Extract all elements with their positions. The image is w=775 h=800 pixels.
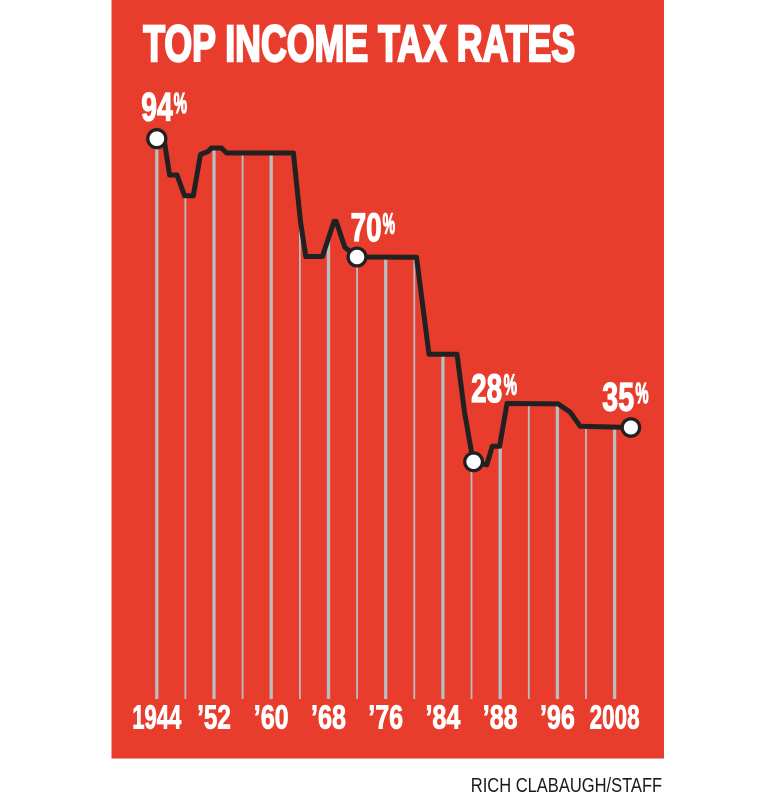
svg-text:%: % (383, 208, 395, 240)
svg-text:’68: ’68 (311, 699, 346, 736)
svg-text:70: 70 (351, 206, 382, 250)
svg-text:%: % (635, 378, 648, 410)
svg-text:28: 28 (471, 367, 502, 411)
svg-text:%: % (174, 88, 188, 120)
svg-text:TOP INCOME TAX RATES: TOP INCOME TAX RATES (143, 15, 575, 72)
svg-text:’52: ’52 (197, 699, 231, 736)
svg-text:’84: ’84 (425, 699, 460, 736)
svg-text:94: 94 (141, 86, 173, 130)
svg-text:1944: 1944 (132, 699, 181, 736)
svg-text:’60: ’60 (254, 699, 289, 736)
svg-text:%: % (504, 370, 518, 402)
svg-text:’88: ’88 (483, 699, 518, 736)
svg-text:’76: ’76 (368, 699, 403, 736)
svg-text:RICH CLABAUGH/STAFF: RICH CLABAUGH/STAFF (471, 775, 662, 797)
svg-text:35: 35 (602, 376, 634, 420)
svg-text:’96: ’96 (540, 699, 575, 736)
svg-text:2008: 2008 (590, 699, 640, 736)
